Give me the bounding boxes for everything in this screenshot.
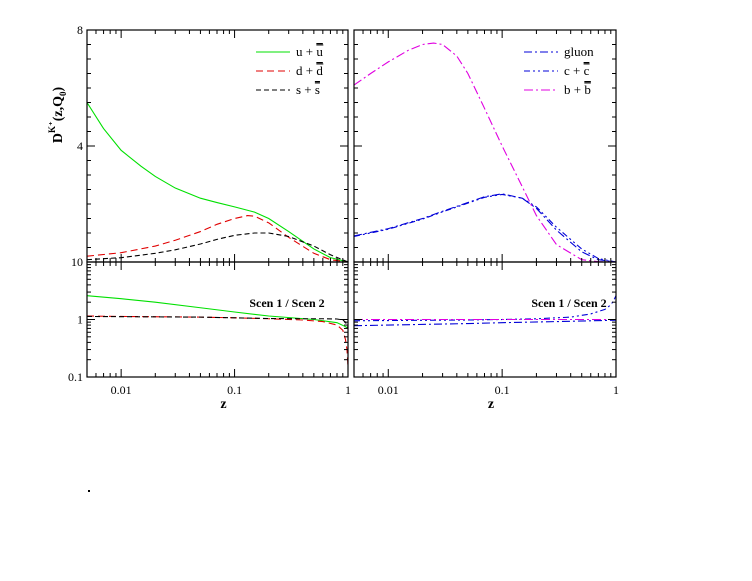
- y-axis-label: DK⁺(z,Q0): [47, 87, 68, 144]
- series-line-top-left-0: [87, 102, 348, 262]
- y-axis-label-part: K⁺: [47, 121, 57, 133]
- legend-label-base: u +: [296, 44, 316, 59]
- y-axis-label-part: ): [51, 87, 66, 92]
- legend-label-bar: d: [316, 63, 323, 78]
- series-line-top-left-2: [87, 232, 348, 262]
- legend-label-base: d +: [296, 63, 316, 78]
- curves-layer: [87, 42, 616, 367]
- legend-label-base: b +: [564, 82, 584, 97]
- y-tick-label: 10: [71, 255, 83, 269]
- series-line-bottom-left-1: [87, 315, 348, 367]
- series-line-top-right-0: [354, 193, 616, 262]
- legend-label-base: s +: [296, 82, 315, 97]
- series-line-bottom-left-2: [87, 315, 348, 329]
- y-axis-label-part: (z,Q: [51, 96, 66, 121]
- y-tick-label: 8: [77, 23, 83, 37]
- y-tick-label: 1: [77, 313, 83, 327]
- series-line-bottom-left-0: [87, 295, 348, 329]
- x-tick-label: 0.1: [495, 383, 510, 397]
- y-tick-label: 4: [77, 139, 83, 153]
- svg-text:DK⁺(z,Q0): DK⁺(z,Q0): [47, 87, 68, 144]
- stray-dot: [88, 490, 90, 492]
- y-axis-label-part: 0: [58, 91, 68, 96]
- legend-label: s + s: [296, 82, 320, 97]
- legend-label: gluon: [564, 44, 594, 59]
- legend-label-base: c +: [564, 63, 584, 78]
- y-tick-label: 0.1: [68, 370, 83, 384]
- x-tick-label: 0.1: [227, 383, 242, 397]
- series-line-top-right-1: [354, 193, 616, 262]
- series-line-top-left-1: [87, 215, 348, 262]
- legend-label: d + d: [296, 63, 323, 78]
- legend-label: b + b: [564, 82, 591, 97]
- legend-label-bar: u: [316, 44, 323, 59]
- series-line-top-right-2: [354, 42, 616, 262]
- y-axis-label-part: D: [51, 133, 66, 143]
- legend-label-bar: c: [584, 63, 590, 78]
- legend-label-bar: s: [315, 82, 320, 97]
- x-axis-label: z: [488, 397, 494, 412]
- legend-label-base: gluon: [564, 44, 594, 59]
- legend-label: u + u: [296, 44, 323, 59]
- series-line-bottom-right-0: [354, 319, 616, 327]
- x-tick-label: 1: [613, 383, 619, 397]
- x-tick-label: 1: [345, 383, 351, 397]
- x-axis-label: z: [220, 397, 226, 412]
- x-tick-label: 0.01: [378, 383, 399, 397]
- x-tick-label: 0.01: [111, 383, 132, 397]
- ratio-annotation: Scen 1 / Scen 2: [531, 296, 606, 310]
- ratio-annotation: Scen 1 / Scen 2: [249, 296, 324, 310]
- legend-label-bar: b: [584, 82, 591, 97]
- legend-label: c + c: [564, 63, 590, 78]
- axes-layer: [86, 29, 617, 378]
